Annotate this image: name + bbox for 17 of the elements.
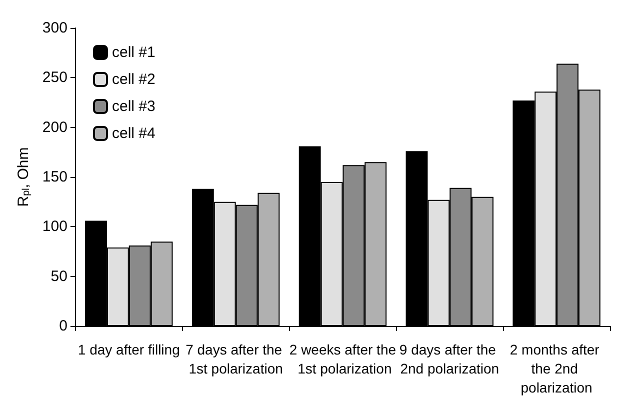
x-tick-label: 7 days after the 1st polarization bbox=[186, 342, 286, 376]
y-tick-label: 200 bbox=[42, 118, 68, 136]
legend-label: cell #4 bbox=[112, 125, 156, 142]
y-tick-label: 100 bbox=[42, 218, 68, 236]
legend-label: cell #1 bbox=[112, 44, 156, 61]
x-tick-label: 2 weeks after the 1st polarization bbox=[289, 342, 396, 376]
legend-label: cell #3 bbox=[112, 98, 156, 115]
x-tick-label: 9 days after the 2nd polarization bbox=[399, 342, 500, 376]
x-tick-label: 1 day after filling bbox=[78, 342, 180, 358]
y-tick-label: 250 bbox=[42, 69, 68, 86]
y-axis-title: Rpl, Ohm bbox=[15, 147, 32, 207]
legend-label: cell #2 bbox=[112, 71, 156, 88]
y-tick-label: 150 bbox=[42, 168, 68, 186]
y-tick-label: 50 bbox=[50, 268, 68, 285]
y-tick-label: 0 bbox=[59, 318, 68, 334]
y-tick-label: 300 bbox=[42, 20, 68, 36]
x-tick-label: 2 months after the 2nd polarization bbox=[510, 342, 604, 396]
